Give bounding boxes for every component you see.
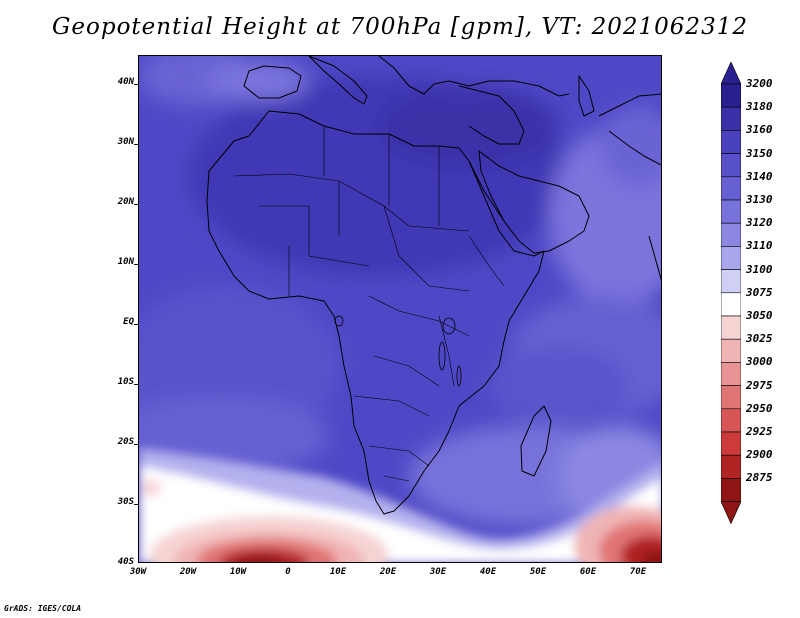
lat-label-10n: 10N [117,257,134,267]
lat-tick [134,384,138,385]
lon-label-10w: 10W [229,567,247,577]
lat-tick [134,144,138,145]
colorbar-label: 3160 [746,123,773,137]
colorbar-label: 3100 [746,262,773,276]
colorbar-swatch [721,246,741,270]
lon-label-70e: 70E [629,567,647,577]
lat-tick [134,84,138,85]
colorbar-label: 3110 [746,239,773,253]
colorbar-label: 2900 [746,448,773,462]
colorbar-swatch [721,454,741,479]
lon-label-0: 0 [285,567,291,577]
colorbar-swatch [721,269,741,294]
colorbar-swatch [721,362,741,386]
lat-tick [134,444,138,445]
lat-tick [134,504,138,505]
lon-label-40e: 40E [479,567,497,577]
grads-credit: GrADS: IGES/COLA [4,604,82,613]
colorbar-swatch [721,431,741,456]
lat-label-20s: 20S [117,437,134,447]
lon-label-20w: 20W [179,567,197,577]
colorbar-label: 3140 [746,169,773,183]
colorbar-label: 2950 [746,401,773,415]
colorbar-swatch [721,408,741,433]
colorbar-swatch [721,176,741,201]
lon-label-60e: 60E [579,567,597,577]
coastlines [206,56,661,515]
colorbar-bottom-arrow [721,501,741,525]
colorbar-swatch [721,106,741,131]
lon-label-20e: 20E [379,567,397,577]
geopotential-height-map [138,55,662,563]
colorbar-label: 2975 [746,378,773,392]
colorbar-label: 3200 [746,77,773,90]
country-borders [233,126,505,482]
colorbar-label: 3025 [746,332,773,346]
lakes [334,315,462,387]
lat-label-30s: 30S [117,497,134,507]
lon-label-30w: 30W [129,567,147,577]
lat-label-30n: 30N [117,137,134,147]
lon-label-30e: 30E [429,567,447,577]
colorbar-swatch [721,338,741,363]
colorbar-swatch [721,222,741,247]
lat-label-40s: 40S [117,557,134,567]
map-title: Geopotential Height at 700hPa [gpm], VT:… [52,14,748,40]
lon-label-10e: 10E [329,567,347,577]
colorbar-swatch [721,83,741,108]
colorbar-label: 3150 [746,146,773,160]
colorbar-swatch [721,385,741,410]
colorbar-top-arrow [721,62,741,85]
southern-low-band [139,448,661,562]
lat-label-10s: 10S [117,377,134,387]
lat-tick [134,324,138,325]
colorbar-label: 3000 [746,355,773,369]
colorbar-swatch [721,478,741,502]
colorbar-swatch [721,315,741,340]
colorbar-label: 3130 [746,193,773,206]
colorbar-label: 3120 [746,216,773,230]
lat-label-eq: EQ [123,317,134,327]
lat-tick [134,264,138,265]
colorbar-label: 2875 [746,471,773,485]
colorbar-swatch [721,153,741,178]
colorbar-swatch [721,130,741,154]
lat-tick [134,204,138,205]
lat-label-20n: 20N [117,197,134,207]
colorbar-swatch [721,292,741,317]
lon-label-50e: 50E [529,567,547,577]
colorbar-label: 2925 [746,425,773,438]
lat-label-40n: 40N [117,77,134,87]
colorbar-label: 3050 [746,309,773,322]
colorbar-label: 3180 [746,100,773,114]
colorbar-swatch [721,199,741,224]
colorbar [721,62,741,525]
colorbar-label: 3075 [746,285,773,299]
